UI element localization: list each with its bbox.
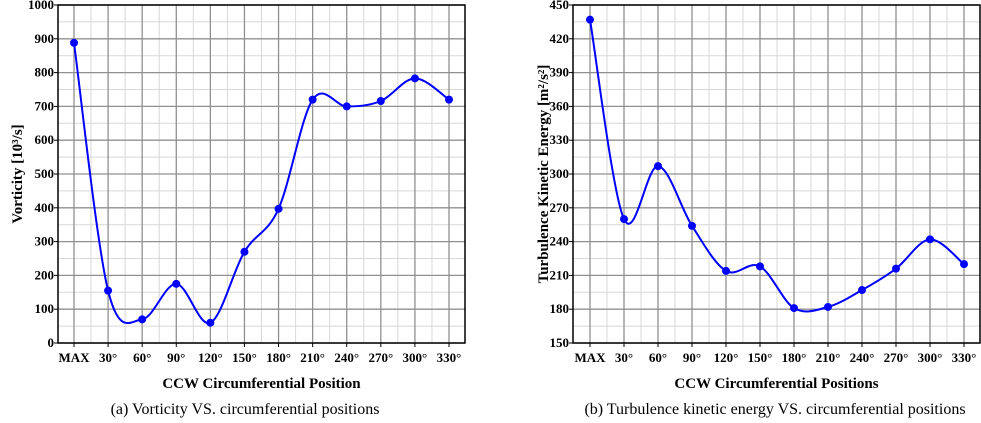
data-point <box>824 302 832 311</box>
data-point <box>445 95 453 104</box>
x-axis-label: CCW Circumferential Position <box>162 376 361 392</box>
x-tick-label: MAX <box>574 350 606 365</box>
x-tick-label: 330° <box>437 350 462 365</box>
x-tick-label: 60° <box>649 350 667 365</box>
x-tick-label: 240° <box>850 350 875 365</box>
x-tick-label: 240° <box>334 350 359 365</box>
y-tick-label: 180 <box>550 301 570 316</box>
data-point <box>70 38 78 47</box>
x-tick-label: 120° <box>198 350 223 365</box>
data-point <box>308 95 317 104</box>
x-tick-label: 180° <box>266 350 291 365</box>
caption: (a) Vorticity VS. circumferential positi… <box>111 401 380 418</box>
y-tick-label: 150 <box>550 335 570 350</box>
data-point <box>688 221 696 230</box>
x-tick-label: 150° <box>232 350 257 365</box>
x-tick-label: 30° <box>99 350 117 365</box>
y-tick-label: 210 <box>550 267 570 282</box>
x-tick-label: 270° <box>884 350 909 365</box>
y-tick-label: 600 <box>35 132 55 147</box>
data-point <box>960 260 968 269</box>
data-point <box>138 315 147 324</box>
x-tick-label: 270° <box>368 350 393 365</box>
y-tick-label: 450 <box>550 0 570 12</box>
y-axis-label: Turbulence Kinetic Energy [m²/s²] <box>536 65 552 284</box>
data-point <box>926 235 934 244</box>
data-point <box>892 264 900 273</box>
x-tick-label: 90° <box>167 350 185 365</box>
y-tick-label: 400 <box>35 200 55 215</box>
data-point <box>376 96 385 105</box>
data-point <box>858 286 866 295</box>
x-tick-label: 300° <box>403 350 428 365</box>
data-point <box>206 318 215 327</box>
y-tick-label: 200 <box>35 267 55 282</box>
y-tick-label: 360 <box>550 98 570 113</box>
data-point <box>620 215 628 224</box>
x-tick-label: 180° <box>782 350 807 365</box>
x-tick-label: 210° <box>300 350 325 365</box>
y-tick-label: 330 <box>550 132 570 147</box>
chart-vorticity: 0 100 200 300 400 500 600 700 800 900 1000 MAX 30° 60… <box>10 0 466 418</box>
x-tick-label: 150° <box>748 350 773 365</box>
data-point <box>756 262 764 271</box>
data-point <box>274 204 283 213</box>
data-point <box>172 279 181 288</box>
caption: (b) Turbulence kinetic energy VS. circum… <box>584 401 965 418</box>
x-tick-label: 210° <box>816 350 841 365</box>
data-point <box>586 15 594 24</box>
y-tick-label: 900 <box>35 31 55 46</box>
y-tick-label: 390 <box>550 65 570 80</box>
y-axis-label: Vorticity [10³/s] <box>10 124 26 223</box>
y-tick-label: 700 <box>35 98 55 113</box>
data-point <box>410 74 419 83</box>
y-tick-label: 240 <box>550 234 570 249</box>
x-tick-label: 60° <box>133 350 151 365</box>
y-tick-label: 800 <box>35 65 55 80</box>
y-tick-label: 500 <box>35 166 55 181</box>
y-tick-label: 420 <box>550 31 570 46</box>
x-tick-label: 120° <box>714 350 739 365</box>
x-tick-label: 300° <box>918 350 943 365</box>
data-point <box>342 102 351 111</box>
data-point <box>790 304 798 313</box>
x-tick-label: 90° <box>683 350 701 365</box>
x-axis-label: CCW Circumferential Positions <box>674 376 878 392</box>
x-tick-label: 30° <box>615 350 633 365</box>
chart-tke: 150 180 210 240 270 300 330 360 390 420 450 MAX 30° 6… <box>536 0 981 418</box>
x-tick-label: MAX <box>58 350 90 365</box>
y-tick-label: 300 <box>35 234 55 249</box>
y-tick-label: 0 <box>48 335 55 350</box>
data-point <box>654 162 662 171</box>
data-point <box>104 286 113 295</box>
data-point <box>722 266 730 275</box>
data-point <box>240 247 249 256</box>
y-tick-label: 300 <box>550 166 570 181</box>
y-tick-label: 100 <box>35 301 55 316</box>
y-tick-label: 270 <box>550 200 570 215</box>
x-tick-label: 330° <box>952 350 977 365</box>
y-tick-label: 1000 <box>28 0 54 12</box>
